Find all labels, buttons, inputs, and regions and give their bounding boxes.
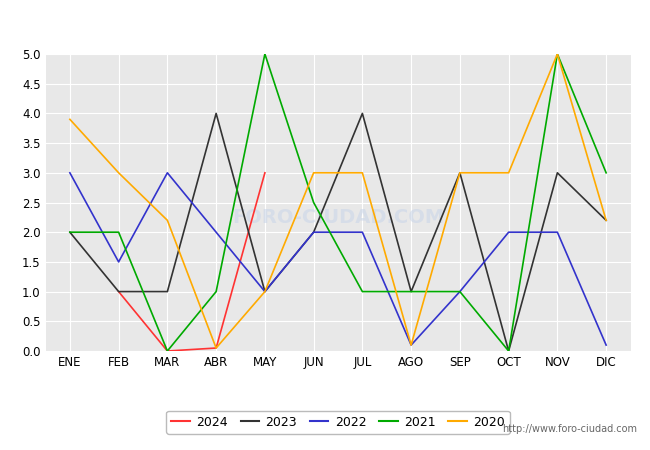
Text: FORO-CIUDAD.COM: FORO-CIUDAD.COM [232, 208, 444, 227]
Text: http://www.foro-ciudad.com: http://www.foro-ciudad.com [502, 424, 637, 434]
Legend: 2024, 2023, 2022, 2021, 2020: 2024, 2023, 2022, 2021, 2020 [166, 411, 510, 434]
Text: Matriculaciones de Vehiculos en La Puebla de Híjar: Matriculaciones de Vehiculos en La Puebl… [130, 12, 520, 28]
